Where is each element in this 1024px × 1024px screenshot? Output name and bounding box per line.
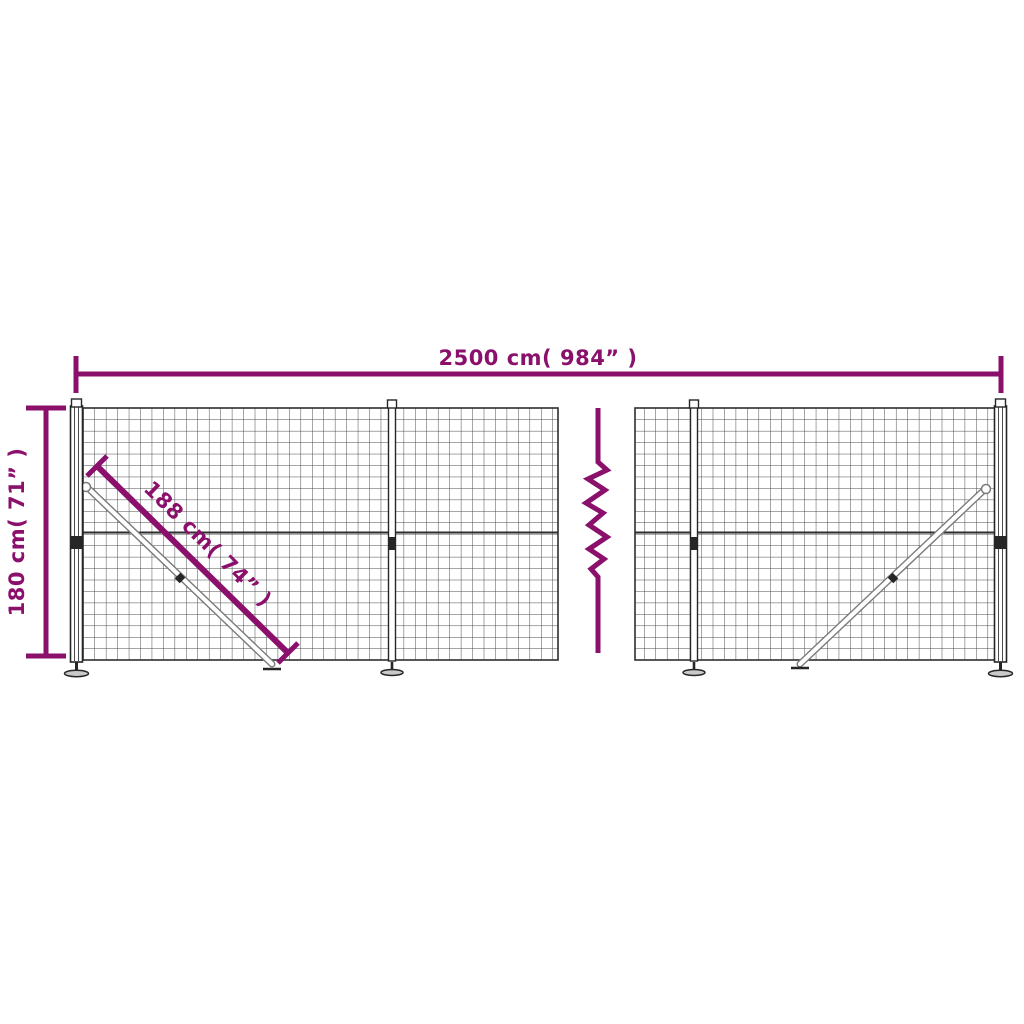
post-left-mid-clamp [388, 537, 396, 550]
brace-left-clamp [174, 572, 186, 584]
mesh-left [83, 408, 558, 660]
post-right-end [987, 398, 1014, 678]
dimension-width-label: 2500 cm( 984” ) [438, 346, 637, 370]
post-left-mid-cap [386, 399, 398, 409]
dimension-height [26, 405, 66, 659]
post-right-mid-body [689, 406, 699, 662]
post-right-end-cap [994, 398, 1007, 408]
post-right-mid-flange [682, 668, 706, 677]
post-right-end-body [993, 405, 1008, 663]
post-left-end-body [69, 405, 84, 663]
mesh-right [635, 408, 999, 660]
brace-right [791, 483, 992, 670]
dimension-lines [26, 356, 1004, 665]
fence-panel-left [82, 407, 559, 661]
dimension-diagonal-tick-bottom [276, 641, 300, 665]
post-right-end-clamp [995, 536, 1006, 549]
brace-right-hinge [980, 483, 992, 495]
dimension-height-label: 180 cm( 71” ) [5, 448, 29, 617]
post-right-mid-cap [688, 399, 700, 409]
post-left-mid-flange [380, 668, 404, 677]
post-left-mid [380, 399, 404, 677]
post-left-end-flange [63, 669, 90, 678]
brace-right-clamp [887, 572, 899, 584]
brace-left [80, 481, 281, 671]
post-right-mid-clamp [690, 537, 698, 550]
dimension-width [73, 356, 1004, 393]
dimension-diagonal-tick-top [85, 454, 109, 478]
post-left-end-clamp [71, 536, 82, 549]
dimension-diagonal [85, 454, 300, 665]
post-left-end-cap [70, 398, 83, 408]
post-left-mid-body [387, 406, 397, 662]
fence-panel-right [634, 407, 1000, 661]
post-left-end [63, 398, 90, 678]
dimension-diagonal-line [94, 463, 291, 656]
post-right-mid [682, 399, 706, 677]
post-right-end-flange [987, 669, 1014, 678]
break-zigzag [581, 408, 612, 653]
